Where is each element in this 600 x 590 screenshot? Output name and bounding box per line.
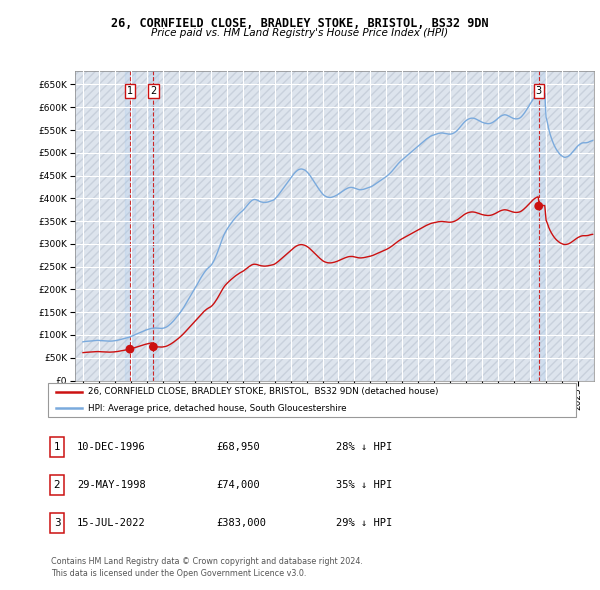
Text: £74,000: £74,000 bbox=[216, 480, 260, 490]
Text: 2: 2 bbox=[53, 480, 61, 490]
Text: 35% ↓ HPI: 35% ↓ HPI bbox=[336, 480, 392, 490]
Text: 29% ↓ HPI: 29% ↓ HPI bbox=[336, 518, 392, 527]
Text: 2: 2 bbox=[150, 86, 157, 96]
Text: 26, CORNFIELD CLOSE, BRADLEY STOKE, BRISTOL, BS32 9DN: 26, CORNFIELD CLOSE, BRADLEY STOKE, BRIS… bbox=[111, 17, 489, 30]
Text: This data is licensed under the Open Government Licence v3.0.: This data is licensed under the Open Gov… bbox=[51, 569, 307, 578]
Text: 28% ↓ HPI: 28% ↓ HPI bbox=[336, 442, 392, 452]
Point bbox=[534, 201, 544, 211]
Bar bbox=[534, 71, 544, 381]
Text: 1: 1 bbox=[53, 442, 61, 452]
Bar bbox=[125, 71, 135, 381]
Text: 3: 3 bbox=[53, 518, 61, 527]
Text: 10-DEC-1996: 10-DEC-1996 bbox=[77, 442, 146, 452]
Text: 29-MAY-1998: 29-MAY-1998 bbox=[77, 480, 146, 490]
Bar bbox=[149, 71, 158, 381]
Text: £383,000: £383,000 bbox=[216, 518, 266, 527]
Point bbox=[149, 342, 158, 352]
Text: £68,950: £68,950 bbox=[216, 442, 260, 452]
Text: Contains HM Land Registry data © Crown copyright and database right 2024.: Contains HM Land Registry data © Crown c… bbox=[51, 557, 363, 566]
Text: 3: 3 bbox=[536, 86, 542, 96]
Text: 15-JUL-2022: 15-JUL-2022 bbox=[77, 518, 146, 527]
Text: 1: 1 bbox=[127, 86, 133, 96]
Text: Price paid vs. HM Land Registry's House Price Index (HPI): Price paid vs. HM Land Registry's House … bbox=[151, 28, 449, 38]
Point bbox=[125, 345, 135, 354]
Text: 26, CORNFIELD CLOSE, BRADLEY STOKE, BRISTOL,  BS32 9DN (detached house): 26, CORNFIELD CLOSE, BRADLEY STOKE, BRIS… bbox=[88, 387, 438, 396]
Text: HPI: Average price, detached house, South Gloucestershire: HPI: Average price, detached house, Sout… bbox=[88, 404, 346, 413]
